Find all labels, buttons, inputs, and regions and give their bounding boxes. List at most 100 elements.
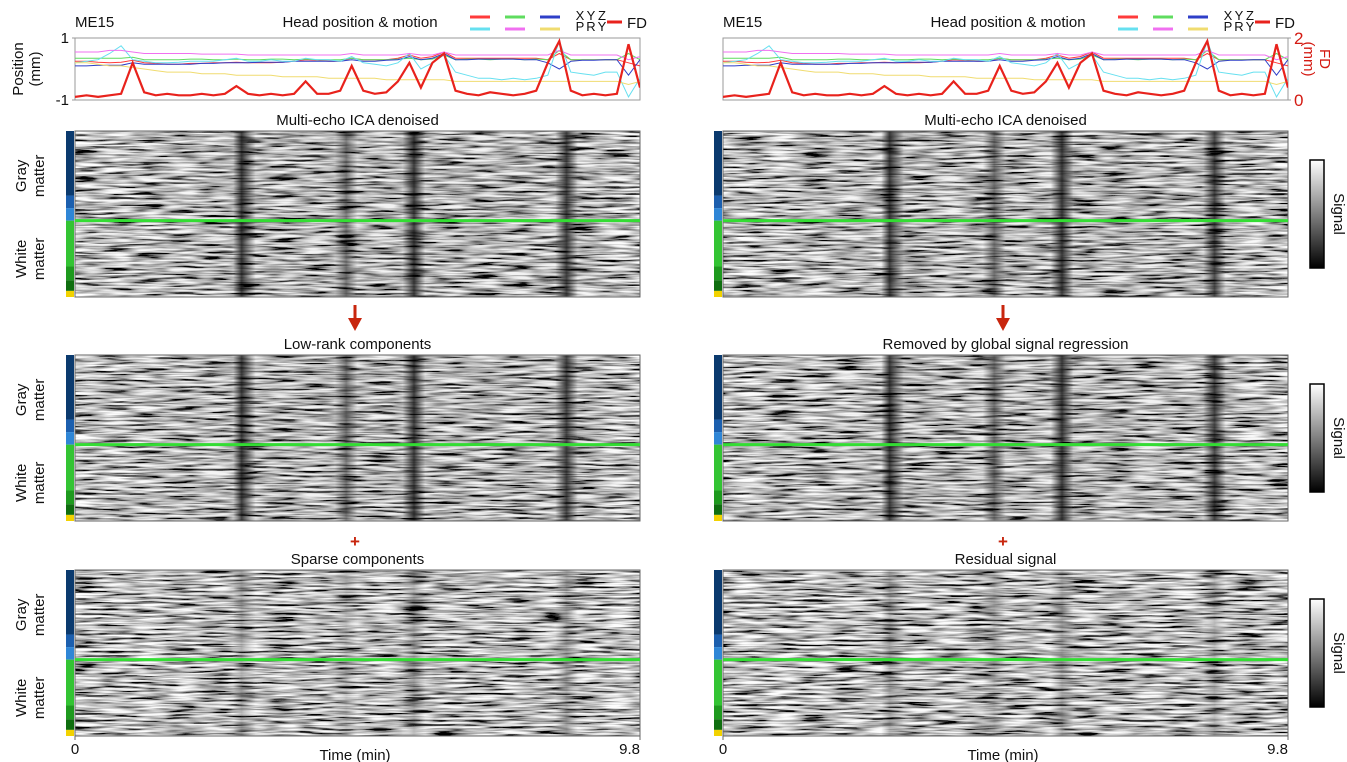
- position-line: [75, 52, 640, 77]
- legend-label: P: [576, 19, 585, 34]
- carpet-frame: [74, 569, 641, 737]
- legend-label: Z: [598, 8, 606, 23]
- legend-label: Z: [1246, 8, 1254, 23]
- row-label: matter: [31, 238, 48, 281]
- tissue-strip: [714, 419, 722, 433]
- tissue-strip: [66, 490, 74, 505]
- x-tick-label: 9.8: [1267, 741, 1288, 758]
- carpet-frame: [74, 130, 641, 298]
- x-tick-label: 9.8: [619, 741, 640, 758]
- tissue-strip: [714, 514, 722, 521]
- carpet-title: Multi-echo ICA denoised: [276, 112, 439, 129]
- legend-label: X: [576, 8, 585, 23]
- legend-label: P: [1224, 19, 1233, 34]
- carpet-title: Residual signal: [955, 551, 1057, 568]
- position-line: [723, 62, 1288, 86]
- x-tick-label: 0: [71, 741, 79, 758]
- x-axis-label: Time (min): [967, 747, 1038, 762]
- position-line: [75, 49, 640, 61]
- tissue-strip: [66, 131, 74, 196]
- legend-label: R: [586, 19, 595, 34]
- tissue-strip: [714, 490, 722, 505]
- x-axis-label: Time (min): [319, 747, 390, 762]
- carpet-bands: [723, 131, 1288, 297]
- y-tick-label: -1: [56, 92, 69, 109]
- subject-label: ME15: [75, 14, 114, 31]
- tissue-strip: [714, 131, 722, 196]
- tissue-strip: [714, 719, 722, 730]
- tissue-strip: [66, 634, 74, 648]
- tissue-strip: [66, 432, 74, 445]
- tissue-strip: [66, 195, 74, 209]
- carpet-title: Multi-echo ICA denoised: [924, 112, 1087, 129]
- tissue-strip: [66, 570, 74, 635]
- carpet-bands: [75, 570, 640, 736]
- legend-label: FD: [1275, 15, 1295, 32]
- connector-plus: +: [998, 532, 1008, 551]
- colorbar-label: Signal: [1330, 193, 1347, 235]
- row-label: Gray: [13, 598, 30, 631]
- y-axis-label: Position: [10, 42, 27, 95]
- position-line: [75, 49, 640, 61]
- arrow: [996, 305, 1010, 331]
- carpet-bands: [75, 131, 640, 297]
- tissue-strip: [66, 705, 74, 720]
- colorbar: [1309, 159, 1325, 269]
- tissue-strip: [66, 647, 74, 660]
- tissue-strip: [714, 705, 722, 720]
- legend-label: Y: [598, 19, 607, 34]
- tissue-strip: [66, 290, 74, 297]
- y2-tick-label: 0: [1294, 91, 1303, 110]
- tissue-strip: [66, 719, 74, 730]
- tissue-strip: [66, 514, 74, 521]
- colorbar-label: Signal: [1330, 417, 1347, 459]
- tissue-strip: [714, 280, 722, 291]
- colorbar-label: Signal: [1330, 632, 1347, 674]
- row-label: matter: [31, 677, 48, 720]
- carpet-title: Removed by global signal regression: [883, 336, 1129, 353]
- tissue-strip: [714, 195, 722, 209]
- subject-label: ME15: [723, 14, 762, 31]
- x-tick-label: 0: [719, 741, 727, 758]
- tissue-strip: [714, 208, 722, 221]
- tissue-strip: [714, 444, 722, 491]
- legend-label: FD: [627, 15, 647, 32]
- plot-area: [723, 38, 1288, 99]
- fd-line: [723, 38, 1288, 99]
- colorbar: [1309, 598, 1325, 708]
- y2-axis-label: FD: [1316, 49, 1333, 69]
- row-label: matter: [31, 155, 48, 198]
- colorbar: [1309, 383, 1325, 493]
- tissue-strip: [714, 290, 722, 297]
- carpet-frame: [722, 130, 1289, 298]
- carpet-frame: [722, 569, 1289, 737]
- y2-tick-label: 2: [1294, 29, 1303, 48]
- row-label: White: [13, 679, 30, 717]
- tissue-strip: [66, 419, 74, 433]
- tissue-strip: [66, 280, 74, 291]
- plot-frame: [722, 37, 1289, 101]
- tissue-strip: [714, 432, 722, 445]
- row-label: Gray: [13, 383, 30, 416]
- row-label: matter: [31, 594, 48, 637]
- tissue-strip: [714, 570, 722, 635]
- row-label: matter: [31, 379, 48, 422]
- tissue-strip: [714, 729, 722, 736]
- legend-label: R: [1234, 19, 1243, 34]
- carpet-bands: [723, 570, 1288, 736]
- y-axis-label: (mm): [27, 52, 44, 87]
- carpet-title: Sparse components: [291, 551, 424, 568]
- position-line: [723, 52, 1288, 77]
- position-line: [723, 39, 1288, 98]
- tissue-strip: [66, 729, 74, 736]
- tissue-strip: [714, 634, 722, 648]
- row-label: White: [13, 240, 30, 278]
- legend-label: Y: [1246, 19, 1255, 34]
- connector-plus: +: [350, 532, 360, 551]
- carpet-bands: [75, 355, 640, 521]
- plot-area: [75, 38, 640, 99]
- row-label: Gray: [13, 159, 30, 192]
- tissue-strip: [714, 504, 722, 515]
- legend-label: Y: [587, 8, 596, 23]
